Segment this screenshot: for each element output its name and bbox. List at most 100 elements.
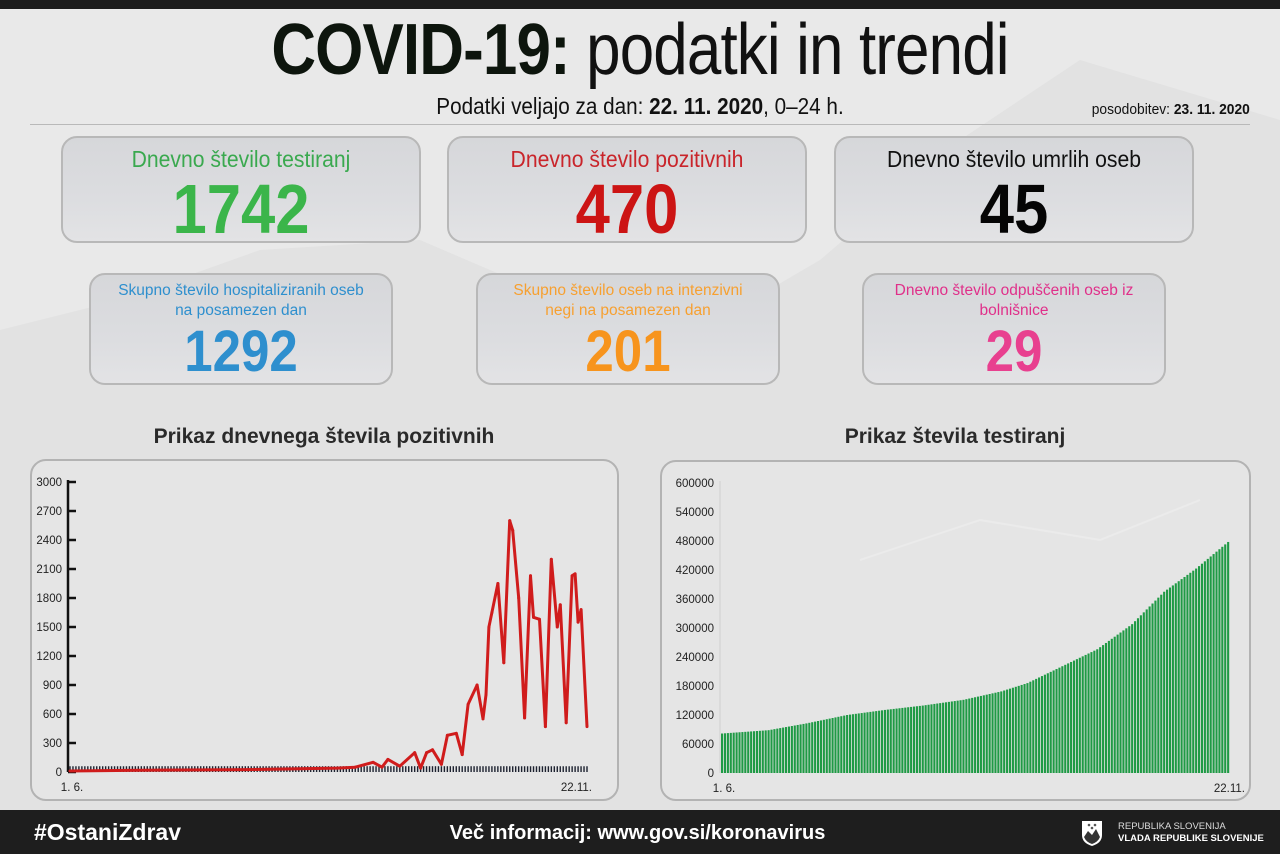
test-bar <box>805 723 808 773</box>
test-bar <box>907 707 910 773</box>
updated-date: 23. 11. 2020 <box>1174 101 1250 118</box>
test-bar <box>1104 642 1108 773</box>
test-bar <box>889 709 892 773</box>
more-info-link[interactable]: www.gov.si/koronavirus <box>597 822 826 844</box>
test-bar <box>880 710 884 773</box>
stat-card-icu: Skupno število oseb na intenzivni negi n… <box>476 273 780 385</box>
test-bar <box>956 700 959 773</box>
test-bar <box>1148 606 1151 773</box>
test-bar <box>848 714 852 773</box>
y-tick-label: 540000 <box>676 507 714 519</box>
test-bar <box>1145 609 1148 773</box>
test-bar <box>857 713 860 773</box>
test-bar <box>1107 640 1110 773</box>
test-bar <box>1099 647 1102 773</box>
test-bar <box>1043 674 1046 773</box>
test-bar <box>1215 551 1218 773</box>
test-bar <box>1096 649 1099 773</box>
tests-chart-svg: 0 60000 120000 180000 240000 300000 360000 4200… <box>676 478 1245 795</box>
test-bar <box>1014 686 1017 773</box>
test-bar <box>1198 566 1201 773</box>
test-bar <box>1200 563 1204 773</box>
test-bar <box>921 705 924 773</box>
stat-label: Dnevno število odpuščenih oseb iz bolniš… <box>894 282 1134 319</box>
y-tick-label: 600000 <box>676 478 714 490</box>
test-bar <box>799 724 802 773</box>
data-point <box>508 519 512 523</box>
data-point <box>157 768 161 772</box>
stat-value: 201 <box>585 319 671 384</box>
divider <box>30 124 1250 125</box>
hashtag: #OstaniZdrav <box>34 819 181 845</box>
test-bar <box>872 711 875 773</box>
test-bar <box>944 702 948 773</box>
gov-line-1: REPUBLIKA SLOVENIJA <box>1118 821 1226 832</box>
title-rest: podatki in trendi <box>586 10 1009 90</box>
test-bar <box>869 711 872 773</box>
test-bar <box>1122 630 1125 773</box>
stat-value: 45 <box>979 170 1049 248</box>
test-bar <box>1160 594 1163 773</box>
data-point <box>564 721 568 725</box>
stat-card-tests: Dnevno število testiranj 1742 <box>61 136 421 244</box>
test-bar <box>927 704 930 773</box>
test-bar <box>851 714 854 773</box>
test-bar <box>988 694 991 773</box>
test-bar <box>1168 587 1172 773</box>
test-bar <box>834 717 837 773</box>
data-point <box>445 733 449 737</box>
test-bar <box>924 705 927 773</box>
test-bar <box>1084 654 1087 773</box>
test-bar <box>982 695 985 773</box>
data-point <box>454 731 458 735</box>
test-bar <box>974 697 977 773</box>
test-bar <box>1218 549 1221 773</box>
government-logo: REPUBLIKA SLOVENIJA VLADA REPUBLIKE SLOV… <box>1080 819 1264 847</box>
chart-title-positive: Prikaz dnevnega števila pozitivnih <box>153 425 495 448</box>
test-bar <box>1055 669 1058 773</box>
test-bar <box>886 709 889 773</box>
chart-title-tests: Prikaz števila testiranj <box>844 425 1066 448</box>
x-tick-label: 22.11. <box>1214 783 1245 795</box>
test-bar <box>1075 659 1078 773</box>
test-bar <box>901 707 904 773</box>
data-point <box>537 617 541 621</box>
data-point <box>555 625 559 629</box>
test-bar <box>1189 572 1192 773</box>
stat-value: 470 <box>575 170 679 248</box>
y-tick-label: 240000 <box>676 652 714 664</box>
test-bar <box>758 730 761 773</box>
positive-chart: 0 300 600 900 1200 1500 1800 2100 2400 2700 3000 1.… <box>30 459 619 801</box>
test-bar <box>933 703 936 773</box>
test-bar <box>782 727 785 773</box>
test-bar <box>1183 576 1186 773</box>
test-bar <box>883 709 886 773</box>
data-point <box>570 574 574 578</box>
test-bar <box>1174 583 1177 773</box>
data-point <box>425 751 429 755</box>
test-bar <box>1151 603 1154 773</box>
test-bar <box>1128 626 1131 773</box>
test-bar <box>846 715 849 773</box>
stat-label: Skupno število hospitaliziranih oseb na … <box>118 282 364 319</box>
stat-label: Dnevno število pozitivnih <box>510 146 744 172</box>
stat-card-discharged: Dnevno število odpuščenih oseb iz bolniš… <box>862 273 1166 385</box>
data-point <box>246 768 250 772</box>
data-point <box>419 766 423 770</box>
test-bar <box>1177 581 1180 773</box>
test-bar <box>1136 618 1140 773</box>
data-date-line: Podatki veljajo za dan: 22. 11. 2020, 0–… <box>64 91 1216 121</box>
stat-card-deaths: Dnevno število umrlih oseb 45 <box>834 136 1194 248</box>
test-bar <box>953 701 956 773</box>
data-point <box>532 615 536 619</box>
test-bar <box>1049 671 1052 773</box>
test-bar <box>741 732 744 773</box>
test-bar <box>732 732 735 773</box>
footer: #OstaniZdrav Več informacij: www.gov.si/… <box>0 810 1280 854</box>
data-point <box>487 625 491 629</box>
test-bar <box>979 695 982 773</box>
data-point <box>484 693 488 697</box>
test-bar <box>1067 663 1070 773</box>
data-point <box>68 769 72 773</box>
test-bar <box>1064 664 1067 773</box>
